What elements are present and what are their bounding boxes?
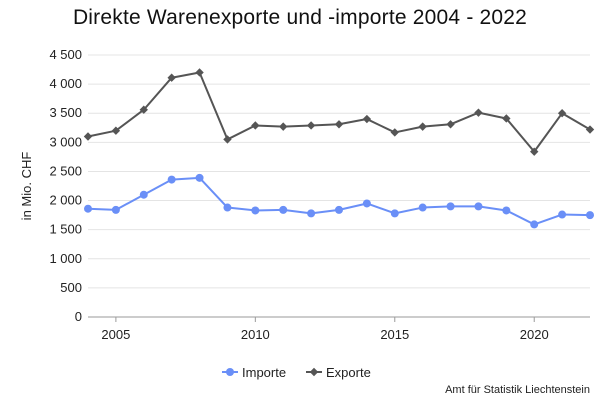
series-line-importe: [87, 176, 591, 226]
y-tick-label: 2 500: [49, 163, 82, 178]
series-importe: [84, 173, 594, 229]
source-note: Amt für Statistik Liechtenstein: [445, 384, 590, 396]
series-group: [83, 68, 595, 229]
gridlines: [88, 54, 590, 318]
x-tick-label: 2005: [101, 327, 130, 342]
y-tick-label: 2 000: [49, 193, 82, 208]
data-point: [306, 121, 316, 130]
y-axis-label: in Mio. CHF: [19, 152, 34, 221]
y-tick-label: 4 000: [49, 76, 82, 91]
data-point: [502, 206, 511, 215]
data-point: [307, 209, 316, 218]
legend-item-importe: Importe: [222, 365, 286, 380]
legend: Importe Exporte: [222, 365, 371, 380]
y-tick-label: 1 000: [49, 251, 82, 266]
data-point: [167, 73, 176, 82]
data-point: [167, 175, 176, 184]
data-point: [83, 132, 93, 141]
data-point: [390, 209, 399, 218]
legend-label: Exporte: [326, 365, 371, 380]
data-point: [362, 199, 371, 208]
chart-title: Direkte Warenexporte und -importe 2004 -…: [72, 6, 528, 29]
data-point: [111, 126, 121, 135]
y-tick-label: 500: [60, 280, 82, 295]
data-point: [446, 202, 455, 211]
y-tick-label: 4 500: [49, 47, 82, 62]
data-point: [251, 206, 260, 215]
data-point: [390, 128, 399, 137]
x-axis-ticks: 2005 2010 2015 2020: [101, 317, 549, 342]
legend-item-exporte: Exporte: [306, 365, 371, 380]
y-tick-label: 3 000: [49, 134, 82, 149]
data-point: [557, 109, 567, 118]
data-point: [334, 120, 344, 129]
y-tick-label: 0: [75, 309, 82, 324]
data-point: [223, 203, 232, 212]
data-point: [139, 105, 148, 114]
data-point: [585, 125, 595, 134]
x-tick-label: 2020: [520, 327, 549, 342]
data-point: [530, 147, 539, 156]
data-point: [418, 203, 427, 212]
y-tick-label: 1 500: [49, 222, 82, 237]
data-point: [251, 121, 260, 130]
data-point: [279, 205, 288, 214]
y-axis-ticks: 0 500 1 000 1 500 2 000 2 500 3 000 3 500 4 000 4…: [49, 47, 82, 324]
data-point: [139, 190, 148, 199]
data-point: [586, 211, 594, 220]
data-point: [195, 68, 204, 77]
data-point: [335, 205, 343, 214]
data-point: [474, 202, 483, 211]
data-point: [474, 108, 483, 117]
x-tick-label: 2015: [380, 327, 409, 342]
data-point: [418, 122, 427, 131]
data-point: [111, 205, 120, 214]
data-point: [279, 122, 288, 131]
data-point: [362, 114, 372, 124]
legend-label: Importe: [242, 365, 286, 380]
data-point: [84, 204, 92, 213]
series-exporte: [83, 68, 595, 156]
data-point: [530, 220, 539, 229]
y-tick-label: 3 500: [49, 105, 82, 120]
data-point: [223, 135, 232, 144]
data-point: [446, 120, 455, 129]
legend-marker: [309, 367, 319, 377]
data-point: [195, 173, 204, 182]
data-point: [558, 210, 567, 219]
data-point: [502, 114, 511, 123]
legend-marker: [226, 368, 234, 376]
x-tick-label: 2010: [241, 327, 270, 342]
